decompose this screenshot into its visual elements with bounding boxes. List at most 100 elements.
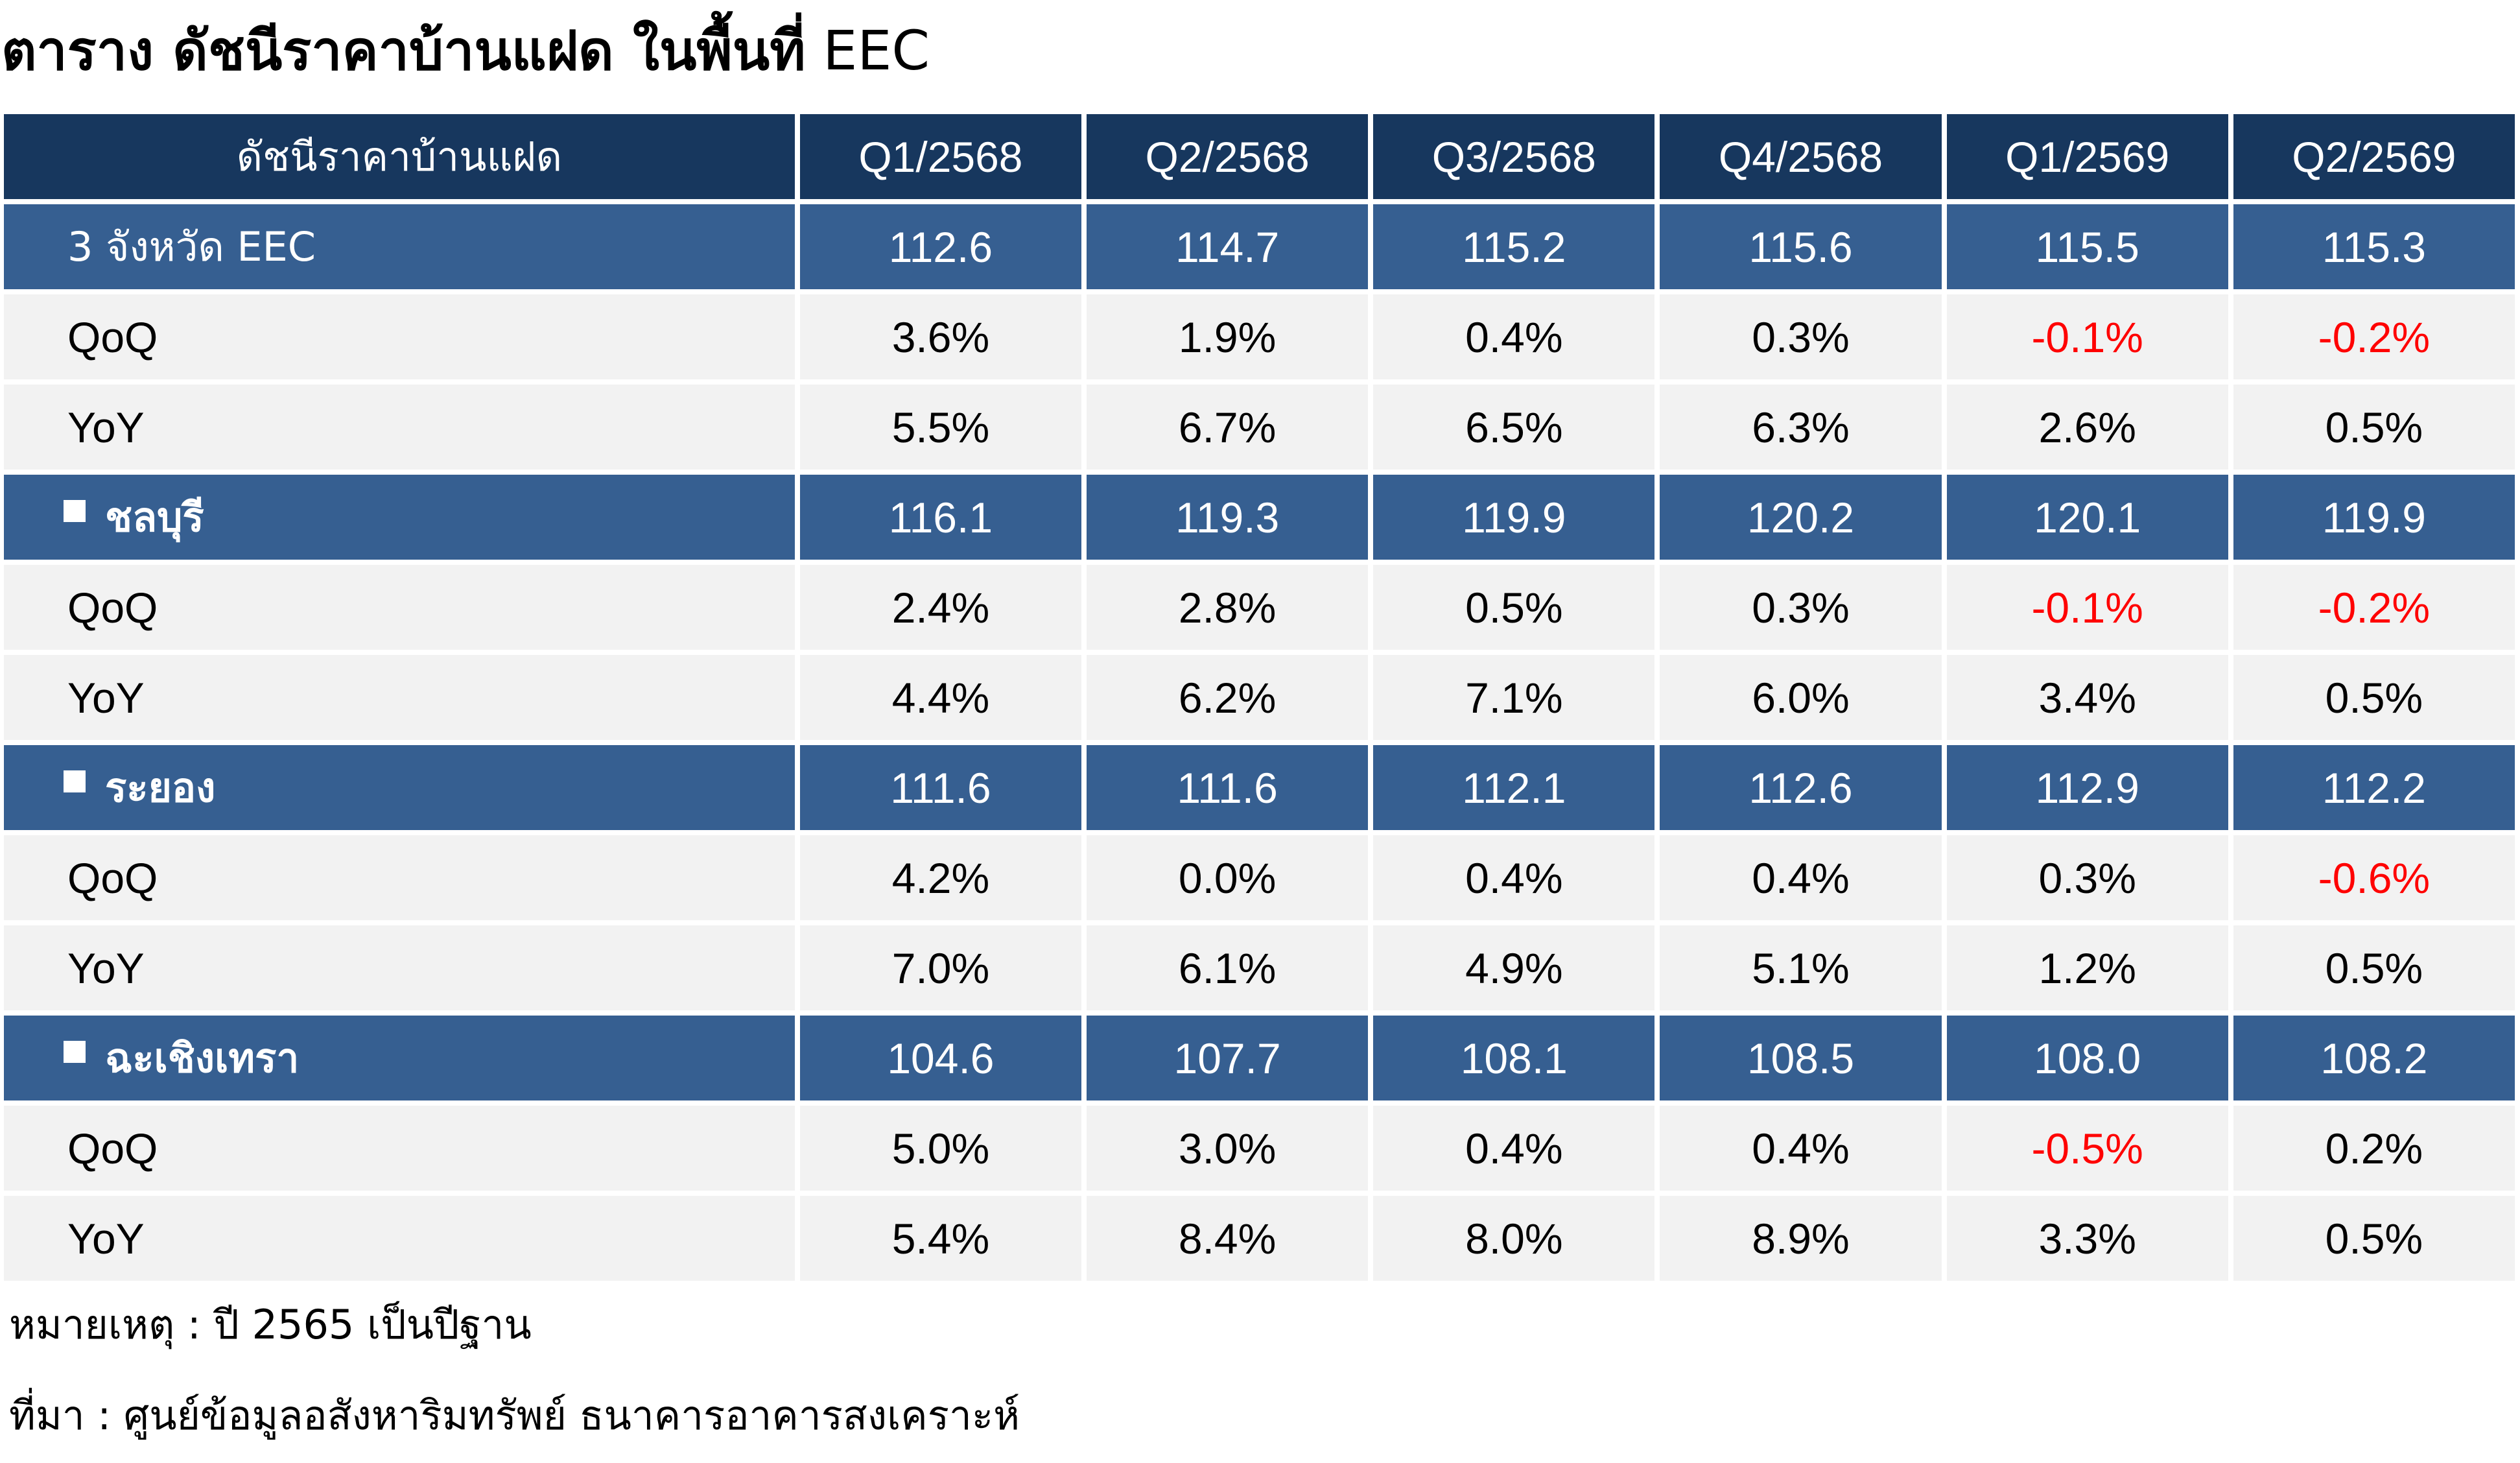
qoq-value-cell: 5.0%: [799, 1106, 1082, 1191]
yoy-value-cell: 5.1%: [1660, 925, 1942, 1010]
yoy-label: YoY: [4, 385, 795, 470]
table-row-yoy: YoY 5.4% 8.4% 8.0% 8.9% 3.3% 0.5%: [4, 1196, 2515, 1281]
footnote-source: ที่มา : ศูนย์ข้อมูลอสังหาริมทรัพย์ ธนาคา…: [9, 1392, 1020, 1439]
yoy-value-cell: 6.1%: [1087, 925, 1369, 1010]
yoy-label: YoY: [4, 925, 795, 1010]
table-row-qoq: QoQ 4.2% 0.0% 0.4% 0.4% 0.3% -0.6%: [4, 835, 2515, 920]
index-value-cell: 112.2: [2233, 745, 2515, 830]
qoq-value-cell: 0.4%: [1373, 294, 1655, 379]
index-value-cell: 115.2: [1373, 204, 1655, 289]
group-label: ระยอง: [4, 745, 795, 830]
yoy-value-cell: 7.1%: [1373, 655, 1655, 740]
qoq-value-cell: -0.2%: [2233, 565, 2515, 650]
qoq-value-cell: 4.2%: [799, 835, 1082, 920]
qoq-value-cell: 0.3%: [1946, 835, 2228, 920]
qoq-value-cell: -0.1%: [1946, 565, 2228, 650]
index-value-cell: 108.2: [2233, 1016, 2515, 1100]
group-name: ชลบุรี: [105, 493, 204, 541]
header-corner-label: ดัชนีราคาบ้านแฝด: [4, 114, 795, 199]
yoy-value-cell: 6.3%: [1660, 385, 1942, 470]
qoq-value-cell: 0.4%: [1373, 835, 1655, 920]
index-value-cell: 108.0: [1946, 1016, 2228, 1100]
qoq-value-cell: 0.4%: [1373, 1106, 1655, 1191]
index-value-cell: 112.6: [799, 204, 1082, 289]
yoy-value-cell: 0.5%: [2233, 655, 2515, 740]
qoq-value-cell: 0.4%: [1660, 835, 1942, 920]
qoq-value-cell: 0.3%: [1660, 294, 1942, 379]
index-value-cell: 112.9: [1946, 745, 2228, 830]
yoy-value-cell: 0.5%: [2233, 925, 2515, 1010]
table-row-yoy: YoY 4.4% 6.2% 7.1% 6.0% 3.4% 0.5%: [4, 655, 2515, 740]
page-title: ตาราง ดัชนีราคาบ้านแฝด ในพื้นที่ EEC: [1, 12, 930, 89]
yoy-label: YoY: [4, 1196, 795, 1281]
qoq-value-cell: 3.6%: [799, 294, 1082, 379]
index-value-cell: 107.7: [1087, 1016, 1369, 1100]
index-value-cell: 115.3: [2233, 204, 2515, 289]
qoq-value-cell: 3.0%: [1087, 1106, 1369, 1191]
table-row-group-0: 3 จังหวัด EEC 112.6 114.7 115.2 115.6 115.5 11…: [4, 204, 2515, 289]
index-value-cell: 116.1: [799, 475, 1082, 560]
yoy-value-cell: 8.9%: [1660, 1196, 1942, 1281]
yoy-value-cell: 6.0%: [1660, 655, 1942, 740]
index-value-cell: 114.7: [1087, 204, 1369, 289]
yoy-value-cell: 0.5%: [2233, 1196, 2515, 1281]
yoy-label: YoY: [4, 655, 795, 740]
group-label: ฉะเชิงเทรา: [4, 1016, 795, 1100]
table-row-yoy: YoY 5.5% 6.7% 6.5% 6.3% 2.6% 0.5%: [4, 385, 2515, 470]
square-bullet-icon: [64, 499, 86, 522]
yoy-value-cell: 2.6%: [1946, 385, 2228, 470]
qoq-value-cell: 0.3%: [1660, 565, 1942, 650]
index-value-cell: 119.9: [2233, 475, 2515, 560]
header-col-q3-2568: Q3/2568: [1373, 114, 1655, 199]
table-row-qoq: QoQ 2.4% 2.8% 0.5% 0.3% -0.1% -0.2%: [4, 565, 2515, 650]
title-main: ตาราง ดัชนีราคาบ้านแฝด ในพื้นที่: [1, 19, 806, 82]
yoy-value-cell: 5.5%: [799, 385, 1082, 470]
header-col-q4-2568: Q4/2568: [1660, 114, 1942, 199]
index-value-cell: 112.6: [1660, 745, 1942, 830]
table-row-yoy: YoY 7.0% 6.1% 4.9% 5.1% 1.2% 0.5%: [4, 925, 2515, 1010]
yoy-value-cell: 4.4%: [799, 655, 1082, 740]
qoq-value-cell: -0.5%: [1946, 1106, 2228, 1191]
table-row-qoq: QoQ 3.6% 1.9% 0.4% 0.3% -0.1% -0.2%: [4, 294, 2515, 379]
qoq-value-cell: 0.4%: [1660, 1106, 1942, 1191]
qoq-value-cell: 2.8%: [1087, 565, 1369, 650]
yoy-value-cell: 6.7%: [1087, 385, 1369, 470]
index-value-cell: 115.6: [1660, 204, 1942, 289]
qoq-label: QoQ: [4, 1106, 795, 1191]
title-suffix: EEC: [805, 19, 930, 82]
qoq-value-cell: 2.4%: [799, 565, 1082, 650]
group-name: ฉะเชิงเทรา: [105, 1034, 300, 1082]
index-value-cell: 112.1: [1373, 745, 1655, 830]
qoq-value-cell: 0.0%: [1087, 835, 1369, 920]
yoy-value-cell: 5.4%: [799, 1196, 1082, 1281]
table-row-group-3: ฉะเชิงเทรา 104.6 107.7 108.1 108.5 108.0 108.2: [4, 1016, 2515, 1100]
qoq-label: QoQ: [4, 565, 795, 650]
table-row-group-1: ชลบุรี 116.1 119.3 119.9 120.2 120.1 119.9: [4, 475, 2515, 560]
table-row-qoq: QoQ 5.0% 3.0% 0.4% 0.4% -0.5% 0.2%: [4, 1106, 2515, 1191]
index-value-cell: 120.2: [1660, 475, 1942, 560]
header-col-q1-2568: Q1/2568: [799, 114, 1082, 199]
yoy-value-cell: 3.4%: [1946, 655, 2228, 740]
group-label: 3 จังหวัด EEC: [4, 204, 795, 289]
group-name: ระยอง: [105, 763, 216, 811]
square-bullet-icon: [64, 1040, 86, 1063]
footnote-base-year: หมายเหตุ : ปี 2565 เป็นปีฐาน: [9, 1301, 532, 1348]
index-value-cell: 119.3: [1087, 475, 1369, 560]
qoq-label: QoQ: [4, 294, 795, 379]
yoy-value-cell: 1.2%: [1946, 925, 2228, 1010]
table-header-row: ดัชนีราคาบ้านแฝด Q1/2568 Q2/2568 Q3/2568…: [4, 114, 2515, 199]
yoy-value-cell: 4.9%: [1373, 925, 1655, 1010]
square-bullet-icon: [64, 770, 86, 792]
yoy-value-cell: 8.0%: [1373, 1196, 1655, 1281]
index-value-cell: 119.9: [1373, 475, 1655, 560]
group-label: ชลบุรี: [4, 475, 795, 560]
qoq-value-cell: -0.2%: [2233, 294, 2515, 379]
qoq-label: QoQ: [4, 835, 795, 920]
index-value-cell: 120.1: [1946, 475, 2228, 560]
index-value-cell: 115.5: [1946, 204, 2228, 289]
qoq-value-cell: 0.2%: [2233, 1106, 2515, 1191]
yoy-value-cell: 6.5%: [1373, 385, 1655, 470]
yoy-value-cell: 7.0%: [799, 925, 1082, 1010]
group-name: 3 จังหวัด EEC: [67, 222, 316, 270]
header-col-q1-2569: Q1/2569: [1946, 114, 2228, 199]
